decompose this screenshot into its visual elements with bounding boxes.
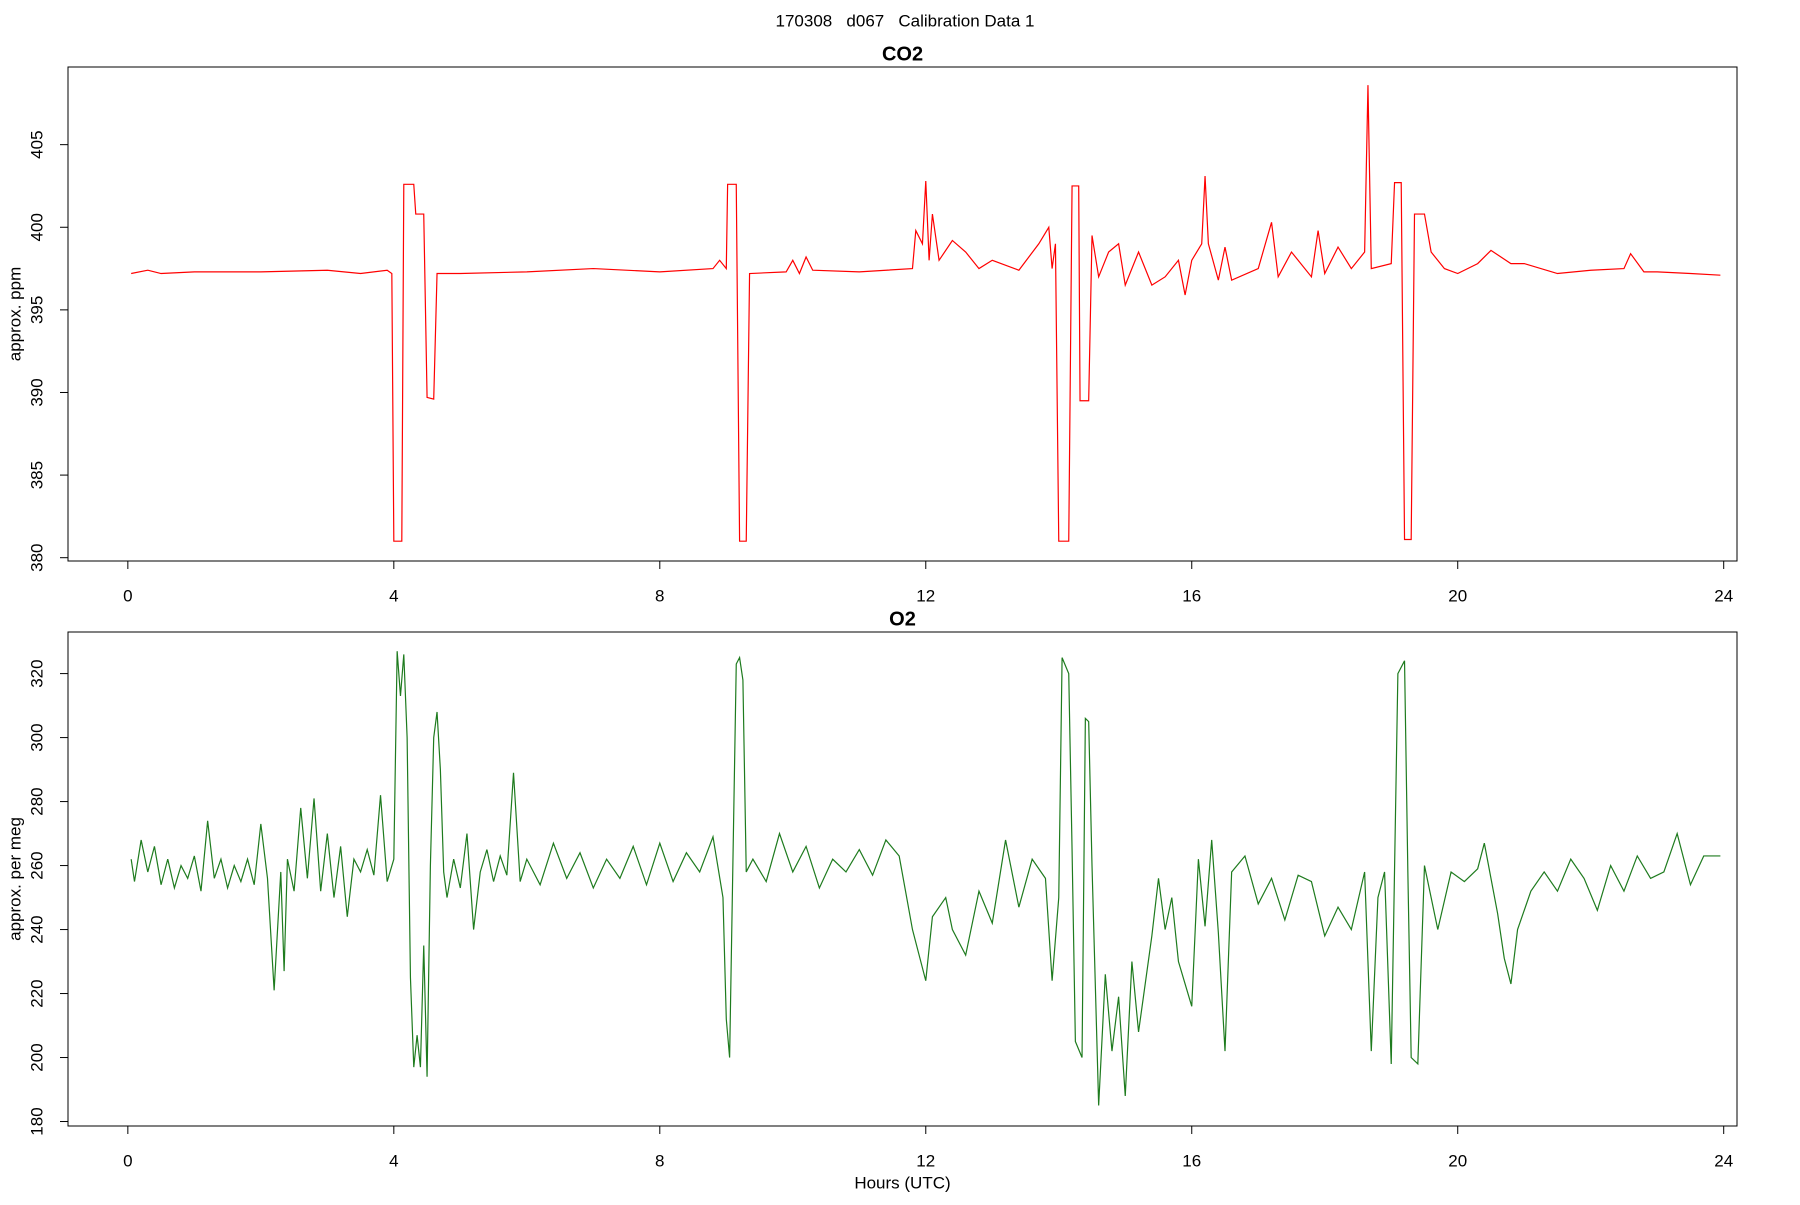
plot-frame [67,631,1738,1127]
x-tick-label: 8 [655,1151,664,1170]
y-tick-label: 240 [27,915,46,943]
data-line [130,651,1721,1106]
panel-title: O2 [889,608,916,630]
plot-frame [67,66,1738,562]
y-tick-label: 320 [27,659,46,687]
figure-title: 170308 d067 Calibration Data 1 [776,11,1035,30]
y-tick-label: 405 [27,130,46,158]
y-tick-label: 300 [27,723,46,751]
y-axis-label: approx. ppm [5,267,24,362]
x-tick-label: 20 [1448,586,1467,605]
x-tick-label: 24 [1714,1151,1733,1170]
x-tick-label: 0 [123,1151,132,1170]
y-tick-label: 280 [27,787,46,815]
x-tick-label: 8 [655,586,664,605]
y-axis-label: approx. per meg [5,817,24,941]
x-tick-label: 24 [1714,586,1733,605]
x-tick-label: 20 [1448,1151,1467,1170]
x-tick-label: 4 [389,586,398,605]
panel-title: CO2 [882,43,923,65]
x-tick-label: 0 [123,586,132,605]
y-tick-label: 400 [27,213,46,241]
data-line [131,85,1721,542]
y-tick-label: 200 [27,1043,46,1071]
x-axis-label: Hours (UTC) [854,1173,950,1192]
y-tick-label: 385 [27,461,46,489]
y-tick-label: 390 [27,378,46,406]
y-tick-label: 380 [27,544,46,572]
x-tick-label: 12 [916,1151,935,1170]
y-tick-label: 180 [27,1107,46,1135]
y-tick-label: 220 [27,979,46,1007]
y-tick-label: 395 [27,296,46,324]
x-tick-label: 16 [1182,586,1201,605]
y-tick-label: 260 [27,851,46,879]
x-tick-label: 12 [916,586,935,605]
x-tick-label: 16 [1182,1151,1201,1170]
x-tick-label: 4 [389,1151,398,1170]
